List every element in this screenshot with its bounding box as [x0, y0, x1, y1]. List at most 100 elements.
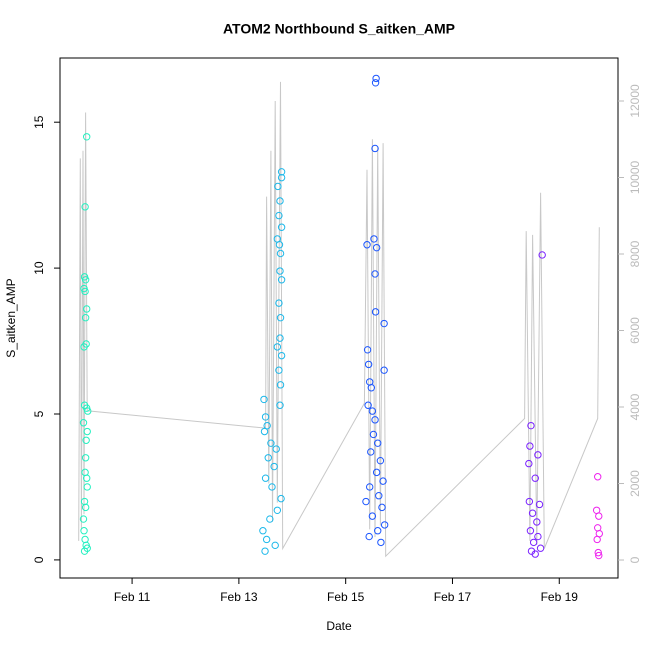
point — [531, 550, 539, 558]
point — [369, 430, 378, 439]
point — [367, 448, 375, 456]
point — [378, 503, 386, 512]
point — [277, 494, 285, 503]
point — [533, 518, 541, 526]
point — [273, 506, 282, 515]
x-axis-label: Date — [326, 619, 352, 633]
point — [365, 532, 373, 541]
point — [534, 451, 542, 459]
plot-frame — [59, 57, 619, 579]
point — [371, 308, 380, 316]
chart-title: ATOM2 Northbound S_aitken_AMP — [223, 21, 455, 37]
point — [526, 527, 535, 535]
point — [277, 168, 286, 176]
point — [259, 527, 267, 535]
point — [261, 413, 270, 421]
point — [370, 235, 378, 243]
point — [276, 267, 284, 275]
point — [80, 547, 89, 555]
point — [273, 343, 282, 351]
point — [80, 343, 88, 351]
point — [82, 436, 90, 444]
point — [371, 416, 379, 424]
point — [372, 243, 381, 252]
point — [371, 79, 380, 87]
point — [372, 468, 381, 477]
point — [593, 535, 601, 544]
point — [594, 548, 602, 557]
point — [377, 538, 385, 547]
point — [363, 241, 371, 249]
point — [534, 532, 542, 541]
point — [525, 497, 534, 506]
y-axis-label: S_aitken_AMP — [4, 278, 18, 357]
point — [367, 384, 376, 392]
point — [81, 203, 89, 211]
point — [380, 366, 388, 374]
point — [267, 439, 275, 447]
point — [274, 182, 282, 191]
point — [371, 144, 379, 153]
point — [527, 421, 535, 430]
y-tick-label: 5 — [32, 410, 46, 417]
point — [271, 541, 279, 550]
point — [79, 419, 88, 427]
point — [535, 500, 544, 509]
point — [275, 241, 284, 249]
point — [371, 270, 379, 278]
y2-line — [78, 81, 600, 558]
y2-tick-label: 12000 — [628, 84, 642, 118]
point — [536, 544, 545, 552]
point — [83, 427, 91, 436]
point — [276, 197, 284, 205]
y2-tick-label: 6000 — [628, 317, 642, 344]
x-tick-label: Feb 11 — [114, 590, 151, 604]
point — [277, 173, 286, 182]
point — [262, 535, 271, 544]
point — [277, 351, 286, 360]
point — [81, 287, 89, 296]
point — [81, 276, 90, 284]
point — [366, 483, 374, 491]
point — [84, 407, 92, 415]
point — [81, 314, 90, 322]
point — [375, 492, 383, 500]
point — [82, 133, 91, 141]
y2-tick-label: 8000 — [628, 240, 642, 267]
point — [80, 527, 88, 535]
point — [276, 381, 285, 389]
point — [272, 445, 280, 453]
point — [261, 474, 270, 482]
point — [276, 314, 285, 322]
point — [379, 477, 387, 485]
point — [276, 249, 285, 258]
point — [595, 512, 603, 520]
point — [275, 366, 283, 374]
point — [260, 427, 269, 436]
x-tick-label: Feb 15 — [327, 590, 365, 604]
y2-tick-label: 2000 — [628, 470, 642, 497]
point — [277, 223, 286, 231]
point — [594, 473, 602, 481]
point — [376, 456, 385, 465]
point — [275, 211, 283, 220]
point — [531, 474, 539, 482]
y-tick-label: 0 — [32, 556, 46, 563]
point — [380, 521, 389, 529]
point — [83, 483, 91, 491]
point — [529, 538, 538, 547]
point — [81, 454, 90, 462]
point — [372, 74, 380, 83]
point — [364, 360, 373, 369]
point — [595, 551, 603, 560]
point — [263, 421, 271, 430]
point — [82, 305, 91, 313]
x-tick-label: Feb 19 — [541, 590, 579, 604]
point — [264, 454, 272, 462]
y2-tick-label: 0 — [628, 556, 642, 563]
y-tick-label: 10 — [32, 261, 46, 275]
x-tick-label: Feb 13 — [220, 590, 258, 604]
y2-tick-label: 10000 — [628, 160, 642, 194]
x-tick-label: Feb 17 — [434, 590, 472, 604]
